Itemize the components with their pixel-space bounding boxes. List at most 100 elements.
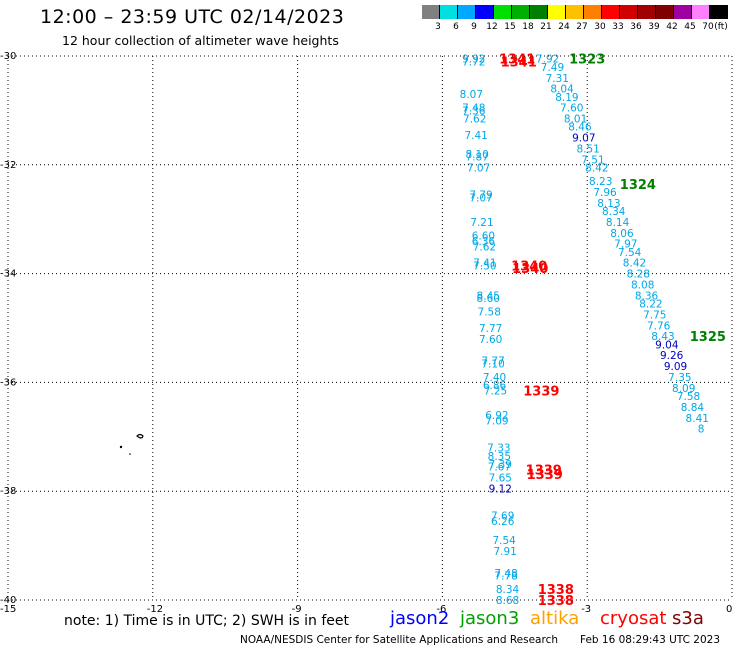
wave-height-value: 8.08 — [631, 279, 654, 291]
color-swatch — [512, 5, 530, 19]
lon-axis-label: -6 — [436, 604, 446, 615]
wave-height-value: 6.60 — [472, 231, 495, 243]
wave-height-value: 8.34 — [496, 584, 520, 596]
wave-height-value: 9.12 — [489, 483, 512, 495]
color-scale-label: 9 — [471, 22, 477, 32]
credit-line: NOAA/NESDIS Center for Satellite Applica… — [240, 634, 558, 646]
wave-height-value: 8.35 — [488, 451, 511, 463]
pass-number-label: 1341 — [501, 55, 537, 70]
wave-height-value: 8.51 — [576, 143, 599, 155]
island-outline — [136, 433, 144, 439]
pass-number-label: 1338 — [538, 583, 574, 598]
color-scale-label: 15 — [504, 22, 516, 32]
wave-height-value: 7.31 — [546, 73, 569, 85]
color-scale-label: 33 — [612, 22, 624, 32]
wave-height-value: 7.58 — [677, 391, 700, 403]
color-scale-label: 27 — [576, 22, 588, 32]
generated-timestamp: Feb 16 08:29:43 UTC 2023 — [580, 634, 720, 646]
wave-height-value: 8.68 — [496, 595, 519, 607]
wave-height-value: 7.25 — [484, 386, 507, 398]
wave-height-value: 7.41 — [473, 258, 496, 270]
color-swatch — [656, 5, 674, 19]
wave-height-value: 7.39 — [489, 459, 512, 471]
color-swatch — [530, 5, 548, 19]
wave-height-value: 7.58 — [478, 307, 501, 319]
wave-height-value: 7.21 — [470, 217, 493, 229]
pass-number-label: 1341 — [499, 53, 535, 68]
wave-height-value: 8.28 — [627, 269, 650, 281]
color-scale-label: 36 — [630, 22, 642, 32]
wave-height-value: 7.51 — [581, 154, 604, 166]
color-swatch — [566, 5, 584, 19]
pass-number-label: 1339 — [526, 463, 562, 478]
wave-height-value: 8.01 — [564, 114, 587, 126]
color-swatch — [548, 5, 566, 19]
wave-height-value: 7.41 — [464, 130, 487, 142]
wave-height-value: 7.75 — [643, 309, 666, 321]
lon-axis-label: -12 — [147, 604, 163, 615]
pass-number-label: 1338 — [538, 594, 574, 609]
wave-height-value: 8.14 — [606, 217, 630, 229]
lon-axis-label: 0 — [726, 604, 732, 615]
wave-height-value: 8.10 — [465, 149, 488, 161]
wave-height-value: 9.92 — [462, 54, 485, 66]
wave-height-value: 8.23 — [589, 176, 612, 188]
wave-height-value: 8.19 — [555, 92, 578, 104]
wave-height-value: 8.42 — [585, 163, 608, 175]
wave-height-value: 6.92 — [485, 410, 508, 422]
wave-height-value: 7.10 — [481, 358, 504, 370]
color-swatch — [458, 5, 476, 19]
wave-height-value: 7.40 — [483, 372, 506, 384]
wave-height-value: 6.86 — [483, 380, 507, 392]
lon-axis-label: -3 — [581, 604, 591, 615]
color-swatch — [476, 5, 494, 19]
wave-height-value: 8 — [698, 424, 705, 436]
wave-height-value: 6.36 — [472, 236, 496, 248]
wave-height-value: 8.60 — [477, 293, 500, 305]
page-title: 12:00 – 23:59 UTC 02/14/2023 — [40, 6, 345, 28]
legend-item-jason3: jason3 — [460, 608, 520, 629]
wave-height-value: 7.54 — [492, 535, 516, 547]
wave-height-value: 7.36 — [462, 105, 486, 117]
legend-item-s3a: s3a — [672, 608, 704, 629]
pass-number-label: 1339 — [527, 468, 563, 483]
wave-height-value: 9.26 — [660, 350, 684, 362]
color-scale-label: 39 — [648, 22, 660, 32]
pass-number-label: 1340 — [512, 262, 548, 277]
color-scale-label: 18 — [522, 22, 534, 32]
island-outline — [119, 445, 123, 449]
pass-number-label: 1323 — [569, 53, 605, 68]
pass-number-label: 1340 — [511, 259, 547, 274]
wave-height-value: 7.76 — [647, 320, 671, 332]
color-scale-label: 45 — [684, 22, 696, 32]
color-scale-label: 12 — [486, 22, 498, 32]
lat-axis-label: -34 — [0, 269, 16, 280]
wave-height-value: 9.07 — [572, 133, 595, 145]
color-scale-label: 30 — [594, 22, 606, 32]
wave-height-value: 7.72 — [462, 56, 485, 68]
color-swatch — [692, 5, 710, 19]
color-scale-label: 6 — [453, 22, 459, 32]
color-swatch — [422, 5, 440, 19]
wave-height-value: 8.13 — [597, 198, 620, 210]
color-swatch — [602, 5, 620, 19]
wave-height-value: 8.34 — [602, 206, 626, 218]
pass-number-label: 1325 — [690, 330, 726, 345]
wave-height-value: 8.04 — [550, 84, 574, 96]
color-swatch — [494, 5, 512, 19]
color-swatch — [674, 5, 692, 19]
wave-height-value: 7.48 — [494, 568, 517, 580]
wave-height-value: 9.04 — [655, 339, 679, 351]
color-swatch — [710, 5, 728, 19]
wave-height-value: 6.26 — [491, 516, 515, 528]
wave-height-value: 8.45 — [477, 290, 500, 302]
wave-height-value: 7.60 — [479, 334, 502, 346]
wave-height-value: 8.46 — [568, 122, 592, 134]
wave-height-value: 7.35 — [668, 372, 691, 384]
lon-axis-label: -15 — [0, 604, 16, 615]
wave-height-value: 7.96 — [593, 187, 617, 199]
lat-axis-label: -38 — [0, 486, 16, 497]
color-swatch — [638, 5, 656, 19]
